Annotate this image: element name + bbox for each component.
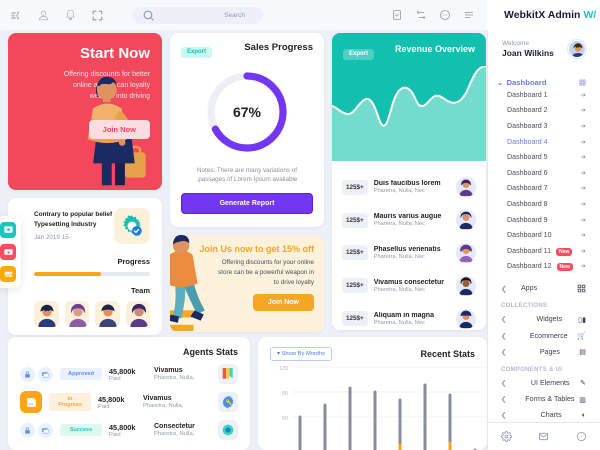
- svg-text:60: 60: [282, 416, 288, 422]
- svg-text:90: 90: [282, 391, 288, 397]
- svg-text:120: 120: [279, 366, 288, 372]
